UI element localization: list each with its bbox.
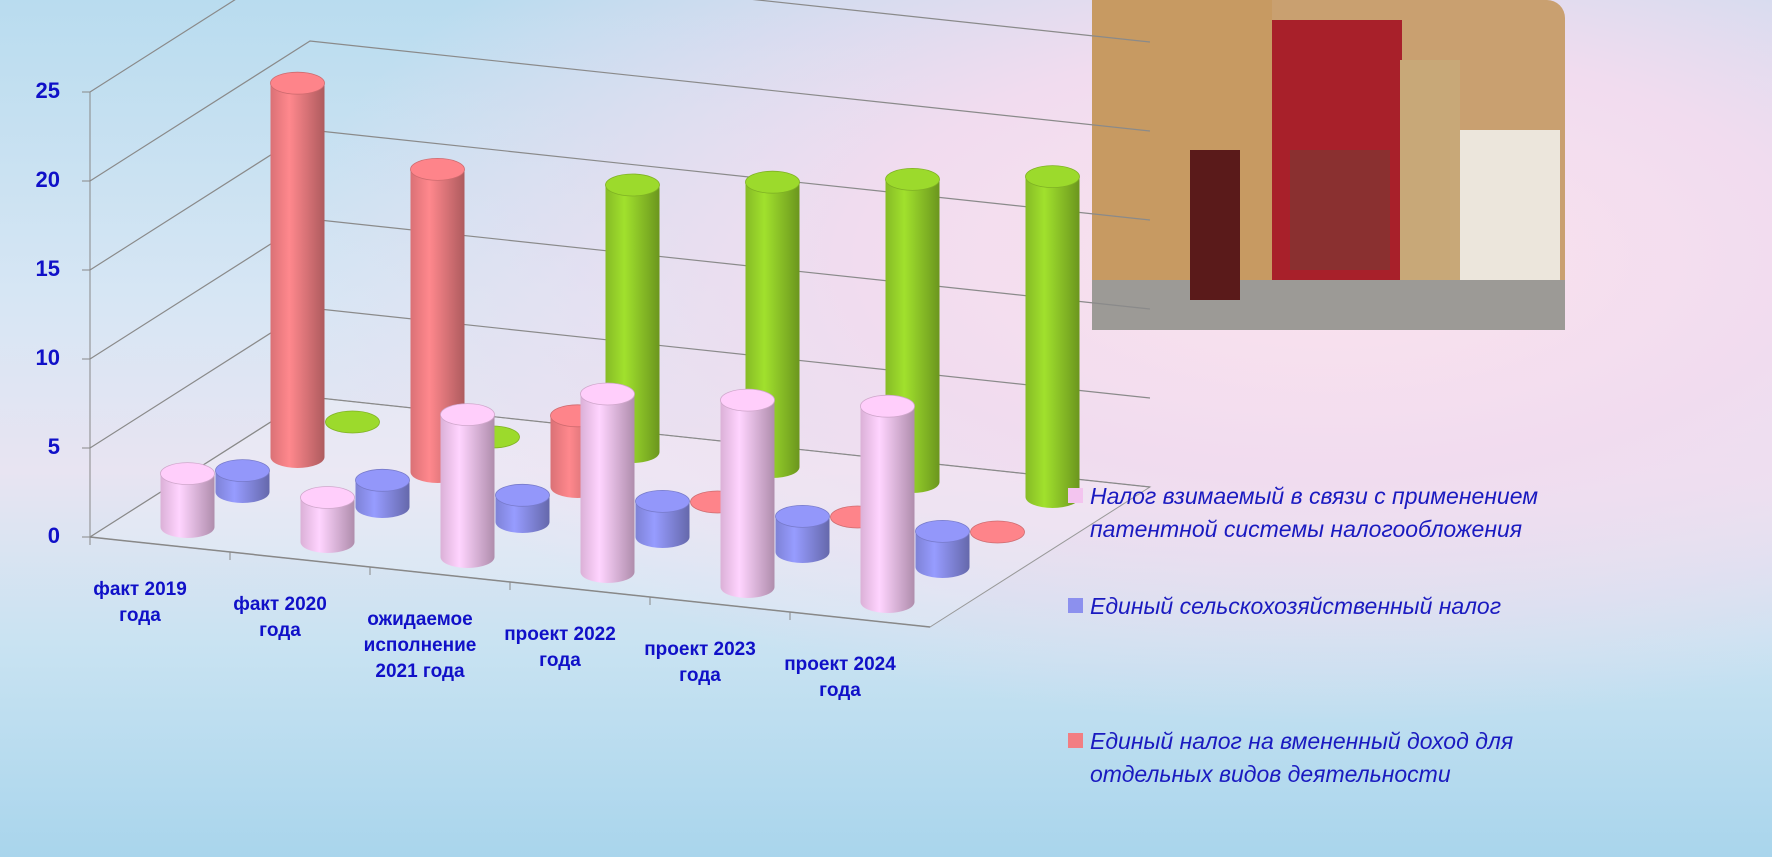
cylinder-top — [1025, 165, 1080, 189]
x-tick-label: факт 2019 года — [93, 578, 187, 626]
cylinder-top — [720, 388, 775, 412]
y-tick-label: 10 — [36, 345, 60, 370]
grid-line — [89, 40, 1151, 182]
cylinder-body — [1025, 176, 1080, 509]
x-tick-label: факт 2020 года — [233, 593, 327, 641]
cylinder-top — [440, 403, 495, 427]
legend-swatch — [1068, 488, 1083, 503]
legend-item: Единый сельскохозяйственный налог — [1068, 590, 1590, 623]
cylinder-body — [860, 406, 915, 613]
cylinder-top — [970, 520, 1025, 544]
cylinder — [355, 468, 410, 518]
cylinder — [160, 462, 215, 538]
cylinder-top — [160, 462, 215, 486]
cylinder-top — [325, 410, 380, 434]
cylinder — [325, 410, 380, 434]
cylinder-top — [915, 520, 970, 543]
legend-swatch — [1068, 598, 1083, 613]
cylinder-top — [745, 170, 800, 194]
cylinder — [300, 486, 355, 553]
x-tick-label: проект 2022 года — [504, 623, 616, 671]
cylinder-body — [915, 531, 970, 578]
photo — [1092, 0, 1565, 330]
cylinder-body — [580, 394, 635, 583]
cylinder-top — [635, 489, 690, 513]
cylinder-top — [410, 157, 465, 181]
cylinder — [495, 483, 550, 533]
cylinder-body — [635, 501, 690, 548]
cylinder-top — [300, 486, 355, 509]
cylinder-body — [160, 473, 215, 538]
cylinder-top — [885, 167, 940, 191]
cylinder-body — [775, 516, 830, 563]
x-tick-label: проект 2024 года — [784, 653, 896, 701]
cylinder-top — [580, 382, 635, 406]
y-tick-label: 20 — [36, 167, 60, 192]
legend-label: Единый налог на вмененный доход для отде… — [1090, 728, 1514, 787]
legend-item: Налог взимаемый в связи с применением па… — [1068, 480, 1590, 546]
cylinder — [635, 489, 690, 548]
cylinder-body — [720, 400, 775, 599]
cylinder — [1025, 165, 1080, 509]
cylinder — [860, 394, 915, 613]
cylinder — [580, 382, 635, 583]
cylinder — [410, 157, 465, 483]
cylinder-top — [215, 459, 270, 483]
cylinder-body — [440, 414, 495, 568]
legend-label: Налог взимаемый в связи с применением па… — [1090, 483, 1539, 542]
cylinder — [440, 403, 495, 568]
y-tick-label: 0 — [48, 523, 60, 548]
cylinder-top — [860, 394, 915, 418]
cylinder-top — [605, 173, 660, 197]
cylinder-body — [270, 83, 325, 468]
cylinder — [915, 520, 970, 578]
x-tick-label: ожидаемое исполнение 2021 года — [363, 608, 477, 682]
y-tick-label: 5 — [48, 434, 60, 459]
cylinder-top — [775, 505, 830, 528]
cylinder-body — [300, 497, 355, 553]
cylinder-body — [410, 169, 465, 483]
legend-label: Единый сельскохозяйственный налог — [1090, 593, 1502, 619]
cylinder — [775, 505, 830, 563]
cylinder-top — [270, 71, 325, 95]
x-tick-label: проект 2023 года — [644, 638, 756, 686]
cylinder — [720, 388, 775, 599]
cylinder — [215, 459, 270, 504]
legend-swatch — [1068, 733, 1083, 748]
grid-line — [89, 0, 1151, 93]
legend-item: Единый налог на вмененный доход для отде… — [1068, 725, 1590, 791]
cylinder-top — [495, 483, 550, 507]
cylinder-top — [355, 468, 410, 492]
y-tick-label: 25 — [36, 78, 60, 103]
cylinder — [970, 520, 1025, 544]
y-tick-label: 15 — [36, 256, 60, 281]
cylinder — [270, 71, 325, 468]
